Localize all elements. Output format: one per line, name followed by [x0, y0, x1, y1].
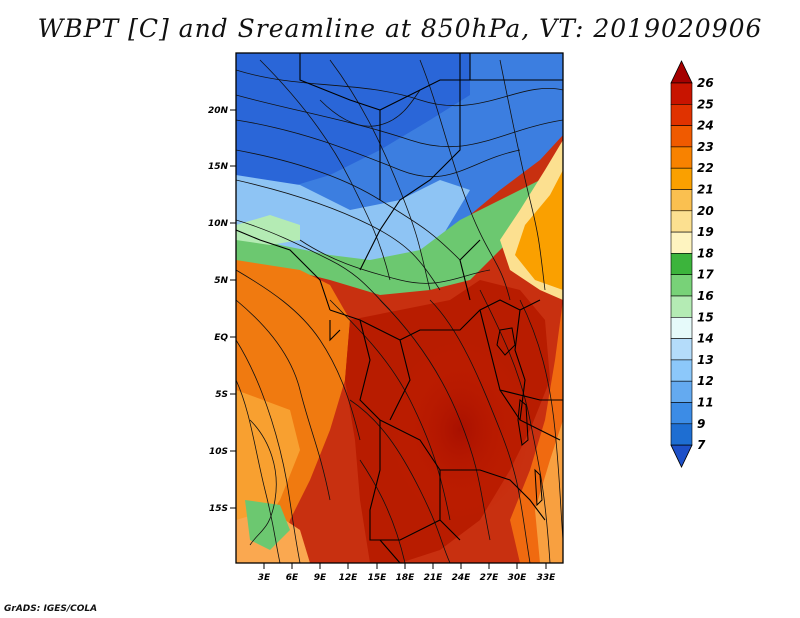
lat-label: 10N: [208, 219, 229, 229]
lat-label: 20N: [208, 106, 229, 116]
colorbar-segment: [670, 253, 693, 275]
colorbar-tick-label: 15: [697, 310, 714, 324]
colorbar-segment: [670, 423, 693, 446]
colorbar-segment: [670, 146, 693, 169]
colorbar-tick-label: 11: [697, 396, 714, 410]
colorbar-tick-label: 25: [697, 97, 714, 111]
lon-label: 30E: [508, 573, 528, 583]
colorbar-tick-label: 23: [697, 140, 714, 154]
lat-label: 5S: [215, 390, 228, 400]
colorbar-tick-label: 9: [697, 417, 705, 431]
colorbar-segment: [670, 338, 693, 361]
colorbar-tick-label: 20: [697, 204, 714, 218]
colorbar-segment: [670, 359, 693, 382]
colorbar-bottom-arrow: [670, 444, 693, 469]
colorbar-segment: [670, 167, 693, 190]
lon-label: 21E: [424, 573, 444, 583]
colorbar-tick-label: 17: [697, 268, 714, 282]
lat-label: 5N: [214, 276, 228, 286]
lon-label: 15E: [368, 573, 388, 583]
lon-label: 9E: [314, 573, 327, 583]
map-title: WBPT [C] and Sreamline at 850hPa, VT: 20…: [37, 14, 763, 43]
credit-label: GrADS: IGES/COLA: [4, 604, 98, 614]
lon-label: 6E: [286, 573, 299, 583]
colorbar-segment: [670, 104, 693, 126]
colorbar-segment: [670, 402, 693, 425]
colorbar-tick-label: 12: [697, 374, 714, 388]
colorbar-tick-label: 13: [697, 353, 714, 367]
longitude-axis: 3E 6E 9E 12E 15E 18E 21E 24E 27E 30E 33E: [258, 563, 556, 583]
colorbar-top-arrow: [670, 60, 693, 84]
lat-label: 15N: [208, 162, 229, 172]
plot-frame: [235, 52, 564, 564]
country-borders: [236, 53, 563, 563]
lat-label: 15S: [209, 504, 228, 514]
colorbar-tick-label: 26: [697, 76, 714, 90]
lon-label: 12E: [339, 573, 359, 583]
colorbar-tick-label: 14: [697, 332, 714, 346]
colorbar-segment: [670, 125, 693, 148]
colorbar: [670, 60, 693, 469]
colorbar-segment: [670, 274, 693, 297]
colorbar-tick-label: 18: [697, 246, 714, 260]
lat-label: 10S: [209, 447, 228, 457]
colorbar-tick-label: 24: [697, 119, 714, 133]
colorbar-segment: [670, 380, 693, 403]
colorbar-segment: [670, 295, 693, 318]
lon-label: 18E: [396, 573, 416, 583]
lon-label: 27E: [480, 573, 500, 583]
streamlines: [236, 59, 563, 563]
colorbar-labels: 26 25 24 23 22 21 20 19 18 17 16 15 14 13 12 11 9 7: [697, 76, 714, 452]
colorbar-segment: [670, 210, 693, 233]
colorbar-segment: [670, 316, 693, 339]
lon-label: 3E: [258, 573, 271, 583]
lat-label: EQ: [214, 333, 228, 343]
colorbar-tick-label: 16: [697, 289, 714, 303]
lon-label: 24E: [452, 573, 472, 583]
lon-label: 33E: [537, 573, 557, 583]
colorbar-tick-label: 21: [697, 183, 714, 197]
colorbar-segment: [670, 231, 693, 254]
lakes: [496, 327, 543, 507]
colorbar-segment: [670, 82, 693, 105]
colorbar-tick-label: 22: [697, 161, 714, 175]
latitude-axis: 20N 15N 10N 5N EQ 5S 10S 15S: [208, 106, 236, 514]
colorbar-tick-label: 7: [697, 438, 706, 452]
colorbar-segment: [670, 189, 693, 212]
colorbar-tick-label: 19: [697, 225, 714, 239]
